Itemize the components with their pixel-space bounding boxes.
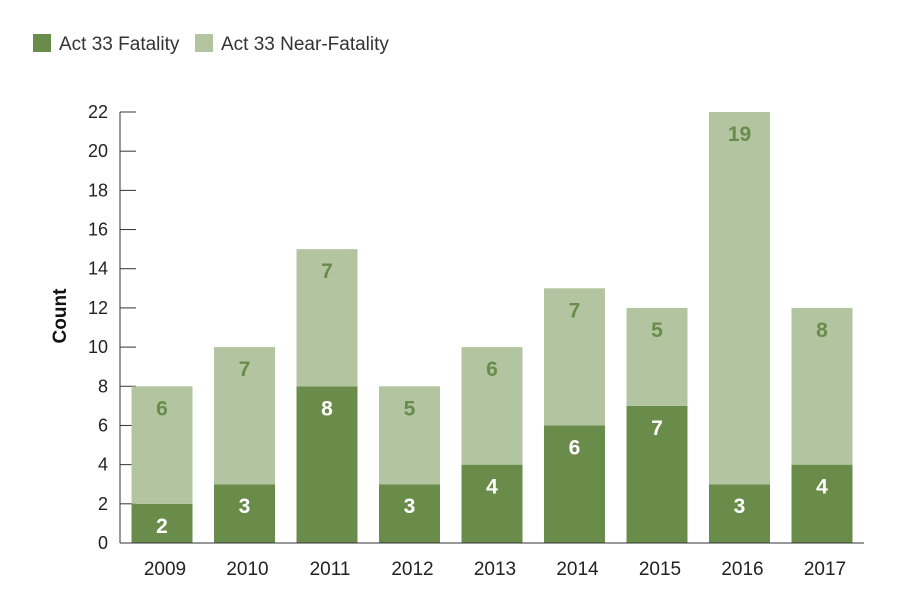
y-tick-label: 2	[98, 494, 108, 514]
bar-fatality-2016	[709, 484, 770, 543]
legend-swatch-fatality	[33, 34, 51, 52]
bar-value-near-fatality-2014: 7	[569, 299, 581, 322]
y-axis: 0 2 4 6 8 10 12 14 16 18 20 22	[88, 102, 136, 553]
y-tick-label: 4	[98, 455, 108, 475]
bar-fatality-2009	[131, 503, 193, 543]
y-tick-label: 14	[88, 259, 108, 279]
y-tick-label: 22	[88, 102, 108, 122]
x-tick-label: 2009	[144, 559, 186, 580]
bar-near-fatality-2011	[296, 249, 358, 387]
x-tick-label: 2010	[226, 559, 268, 580]
x-tick-label: 2016	[721, 559, 763, 580]
bar-value-fatality-2009: 2	[156, 515, 168, 538]
x-tick-label: 2015	[639, 559, 681, 580]
x-axis: 2009 2010 2011 2012 2013 2014 2015 2016 2017	[120, 542, 864, 580]
bar-near-fatality-2010	[214, 347, 275, 485]
bar-fatality-2012	[379, 484, 440, 543]
y-tick-label: 18	[88, 180, 108, 200]
bar-value-near-fatality-2017: 8	[816, 319, 828, 342]
y-tick-label: 6	[98, 415, 108, 435]
bar-value-fatality-2014: 6	[569, 436, 581, 459]
bar-near-fatality-2012	[379, 386, 440, 485]
bar-value-fatality-2010: 3	[239, 495, 251, 518]
bar-near-fatality-2017	[791, 307, 853, 465]
bar-value-fatality-2011: 8	[321, 397, 333, 420]
x-tick-label: 2017	[804, 559, 846, 580]
bar-value-fatality-2016: 3	[734, 495, 746, 518]
bar-value-near-fatality-2013: 6	[486, 358, 498, 381]
bar-value-near-fatality-2015: 5	[651, 319, 663, 342]
bar-value-near-fatality-2009: 6	[156, 397, 168, 420]
bar-fatality-2017	[791, 464, 853, 543]
legend-swatch-near-fatality	[195, 34, 213, 52]
bar-near-fatality-2013	[461, 347, 523, 465]
bar-fatality-2010	[214, 484, 275, 543]
y-tick-label: 8	[98, 376, 108, 396]
bar-value-fatality-2017: 4	[816, 476, 828, 499]
bar-near-fatality-2016	[709, 112, 770, 485]
x-tick-label: 2012	[391, 559, 433, 580]
bar-value-fatality-2012: 3	[404, 495, 416, 518]
bar-near-fatality-2015	[626, 307, 688, 406]
x-tick-label: 2011	[310, 559, 351, 580]
y-tick-label: 0	[98, 533, 108, 553]
legend: Act 33 Fatality Act 33 Near-Fatality	[33, 34, 389, 55]
legend-label-fatality: Act 33 Fatality	[59, 34, 180, 55]
x-tick-label: 2014	[556, 559, 599, 580]
bar-value-near-fatality-2011: 7	[321, 260, 333, 283]
bar-fatality-2015	[626, 405, 688, 543]
y-tick-label: 10	[88, 337, 108, 357]
y-tick-label: 16	[88, 220, 108, 240]
bar-near-fatality-2009	[131, 386, 193, 504]
legend-label-near-fatality: Act 33 Near-Fatality	[221, 34, 389, 55]
bar-fatality-2011	[296, 386, 358, 543]
bar-near-fatality-2014	[544, 288, 605, 426]
bar-value-fatality-2013: 4	[486, 476, 498, 499]
bar-value-fatality-2015: 7	[651, 417, 663, 440]
y-tick-label: 12	[88, 298, 108, 318]
x-tick-label: 2013	[474, 559, 516, 580]
bar-value-near-fatality-2016: 19	[728, 123, 751, 146]
bars: 2 6 3 7 8 7 3 5 4 6 6 7 7 5 3 19 4 8	[131, 112, 853, 543]
y-tick-label: 20	[88, 141, 108, 161]
bar-value-near-fatality-2010: 7	[239, 358, 251, 381]
bar-value-near-fatality-2012: 5	[404, 397, 416, 420]
y-axis-title: Count	[50, 288, 71, 344]
bar-fatality-2013	[461, 464, 523, 543]
bar-fatality-2014	[544, 425, 605, 543]
